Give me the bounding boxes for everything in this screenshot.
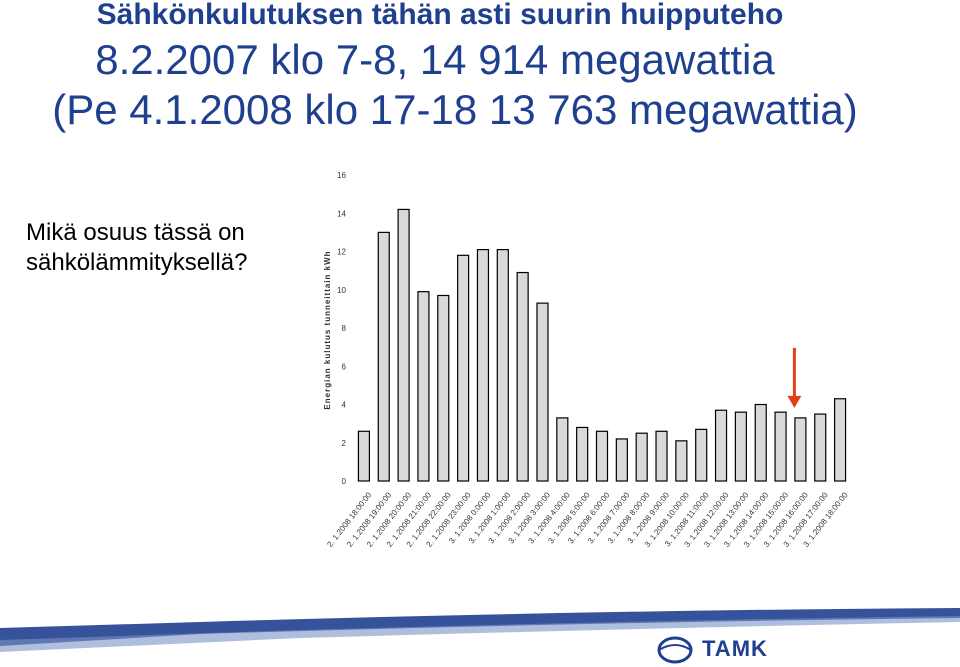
y-tick-label: 0 [342,477,347,486]
page-title: Sähkönkulutuksen tähän asti suurin huipp… [96,0,784,31]
y-tick-label: 6 [342,362,347,371]
bar [357,430,371,482]
y-tick-label: 4 [342,401,347,410]
question-text: Mikä osuus tässä on sähkölämmityksellä? [26,219,248,276]
bar [615,438,628,482]
y-tick-label: 12 [337,248,346,257]
bar [476,248,490,482]
bar [536,302,549,482]
bar-chart: 0 2 4 6 8 10 12 14 16 Energian kulutus tunneittai… [323,171,850,549]
bar [655,430,668,482]
tamk-logo-icon [657,636,693,664]
subtitle-peak-2008: (Pe 4.1.2008 klo 17-18 13 763 megawattia… [52,86,858,133]
bar [635,432,648,482]
y-axis-label: Energian kulutus tunneittain kWh [323,250,332,409]
bar [714,409,728,482]
annotation-arrow-head [787,395,802,408]
bar [397,208,410,482]
bar [496,248,509,482]
bar [595,430,609,482]
bar [417,291,430,482]
y-tick-label: 14 [337,209,346,218]
footer-band [0,608,960,664]
bar [734,411,747,482]
footer-swoosh [0,608,960,646]
y-tick-label: 8 [342,324,347,333]
bar [794,417,807,482]
bar [576,426,589,482]
y-tick-label: 2 [342,439,347,448]
bar [556,417,569,482]
bar [377,231,390,482]
bar [814,413,827,482]
bar [516,271,529,482]
bar [675,440,688,482]
bar [457,254,470,482]
bar [695,428,708,482]
tamk-logo-text: TAMK [702,636,768,661]
bar [833,398,847,482]
bar [437,294,450,482]
bar [754,403,767,482]
footer-swoosh-light [0,616,960,652]
y-tick-label: 10 [337,286,346,295]
y-tick-label: 16 [337,171,346,180]
bar [774,411,787,482]
subtitle-peak-record: 8.2.2007 klo 7-8, 14 914 megawattia [95,36,775,83]
